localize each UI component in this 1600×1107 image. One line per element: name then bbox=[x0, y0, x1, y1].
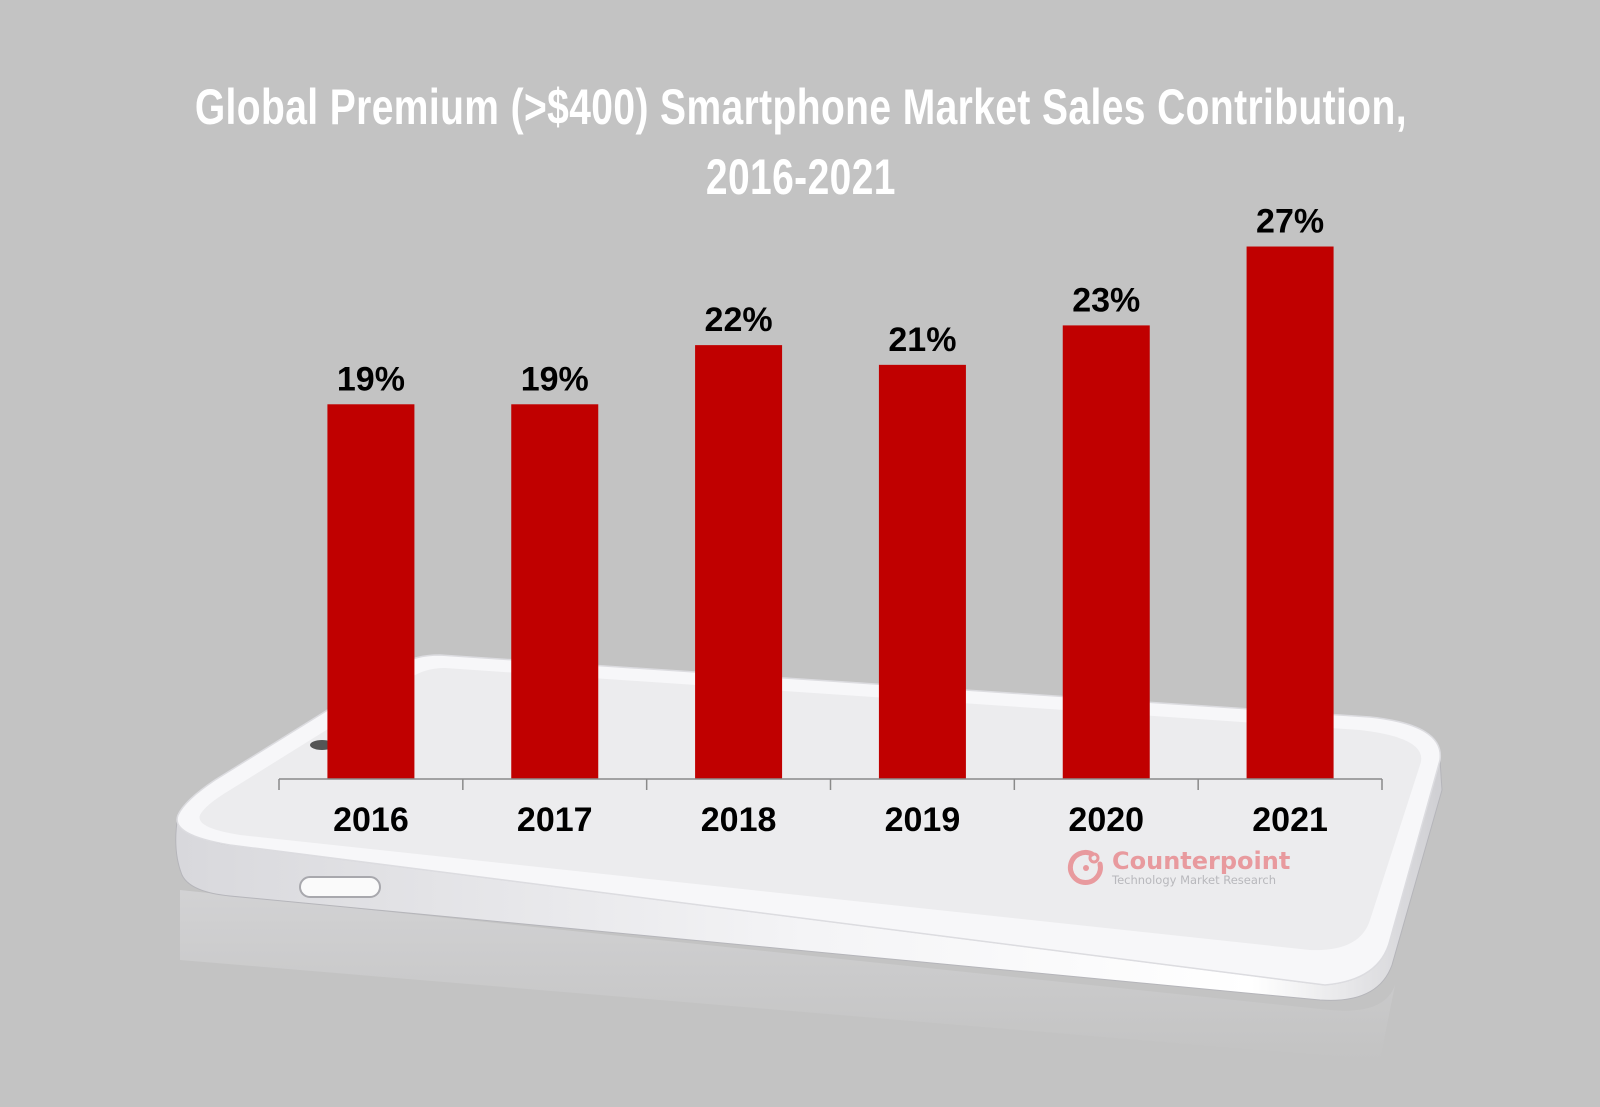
bar-2019 bbox=[878, 364, 966, 779]
phone-home-button bbox=[299, 876, 381, 898]
chart-title: Global Premium (>$400) Smartphone Market… bbox=[194, 79, 1407, 135]
data-label-2020: 23% bbox=[1072, 281, 1140, 319]
bar-2020 bbox=[1062, 325, 1150, 779]
bar-2018 bbox=[695, 345, 783, 779]
x-tick-label-2017: 2017 bbox=[517, 801, 593, 839]
x-tick-label-2021: 2021 bbox=[1252, 801, 1328, 839]
data-label-2017: 19% bbox=[521, 360, 589, 398]
x-tick-label-2019: 2019 bbox=[885, 801, 961, 839]
chart-title-line2: 2016-2021 bbox=[705, 149, 896, 205]
x-tick-label-2020: 2020 bbox=[1068, 801, 1144, 839]
data-label-2018: 22% bbox=[705, 301, 773, 339]
logo-name: Counterpoint bbox=[1112, 847, 1291, 875]
counterpoint-logo-icon bbox=[1067, 849, 1103, 885]
phone-reflection bbox=[180, 890, 1395, 1060]
logo-tagline: Technology Market Research bbox=[1112, 873, 1277, 887]
data-label-2021: 27% bbox=[1256, 203, 1324, 241]
counterpoint-logo: Counterpoint Technology Market Research bbox=[1066, 848, 1290, 888]
data-label-2019: 21% bbox=[888, 321, 956, 359]
x-tick-label-2018: 2018 bbox=[701, 801, 777, 839]
bar-2021 bbox=[1246, 246, 1334, 779]
bar-2016 bbox=[327, 404, 415, 779]
bar-2017 bbox=[511, 404, 599, 779]
x-tick-label-2016: 2016 bbox=[333, 801, 409, 839]
data-label-2016: 19% bbox=[337, 360, 405, 398]
